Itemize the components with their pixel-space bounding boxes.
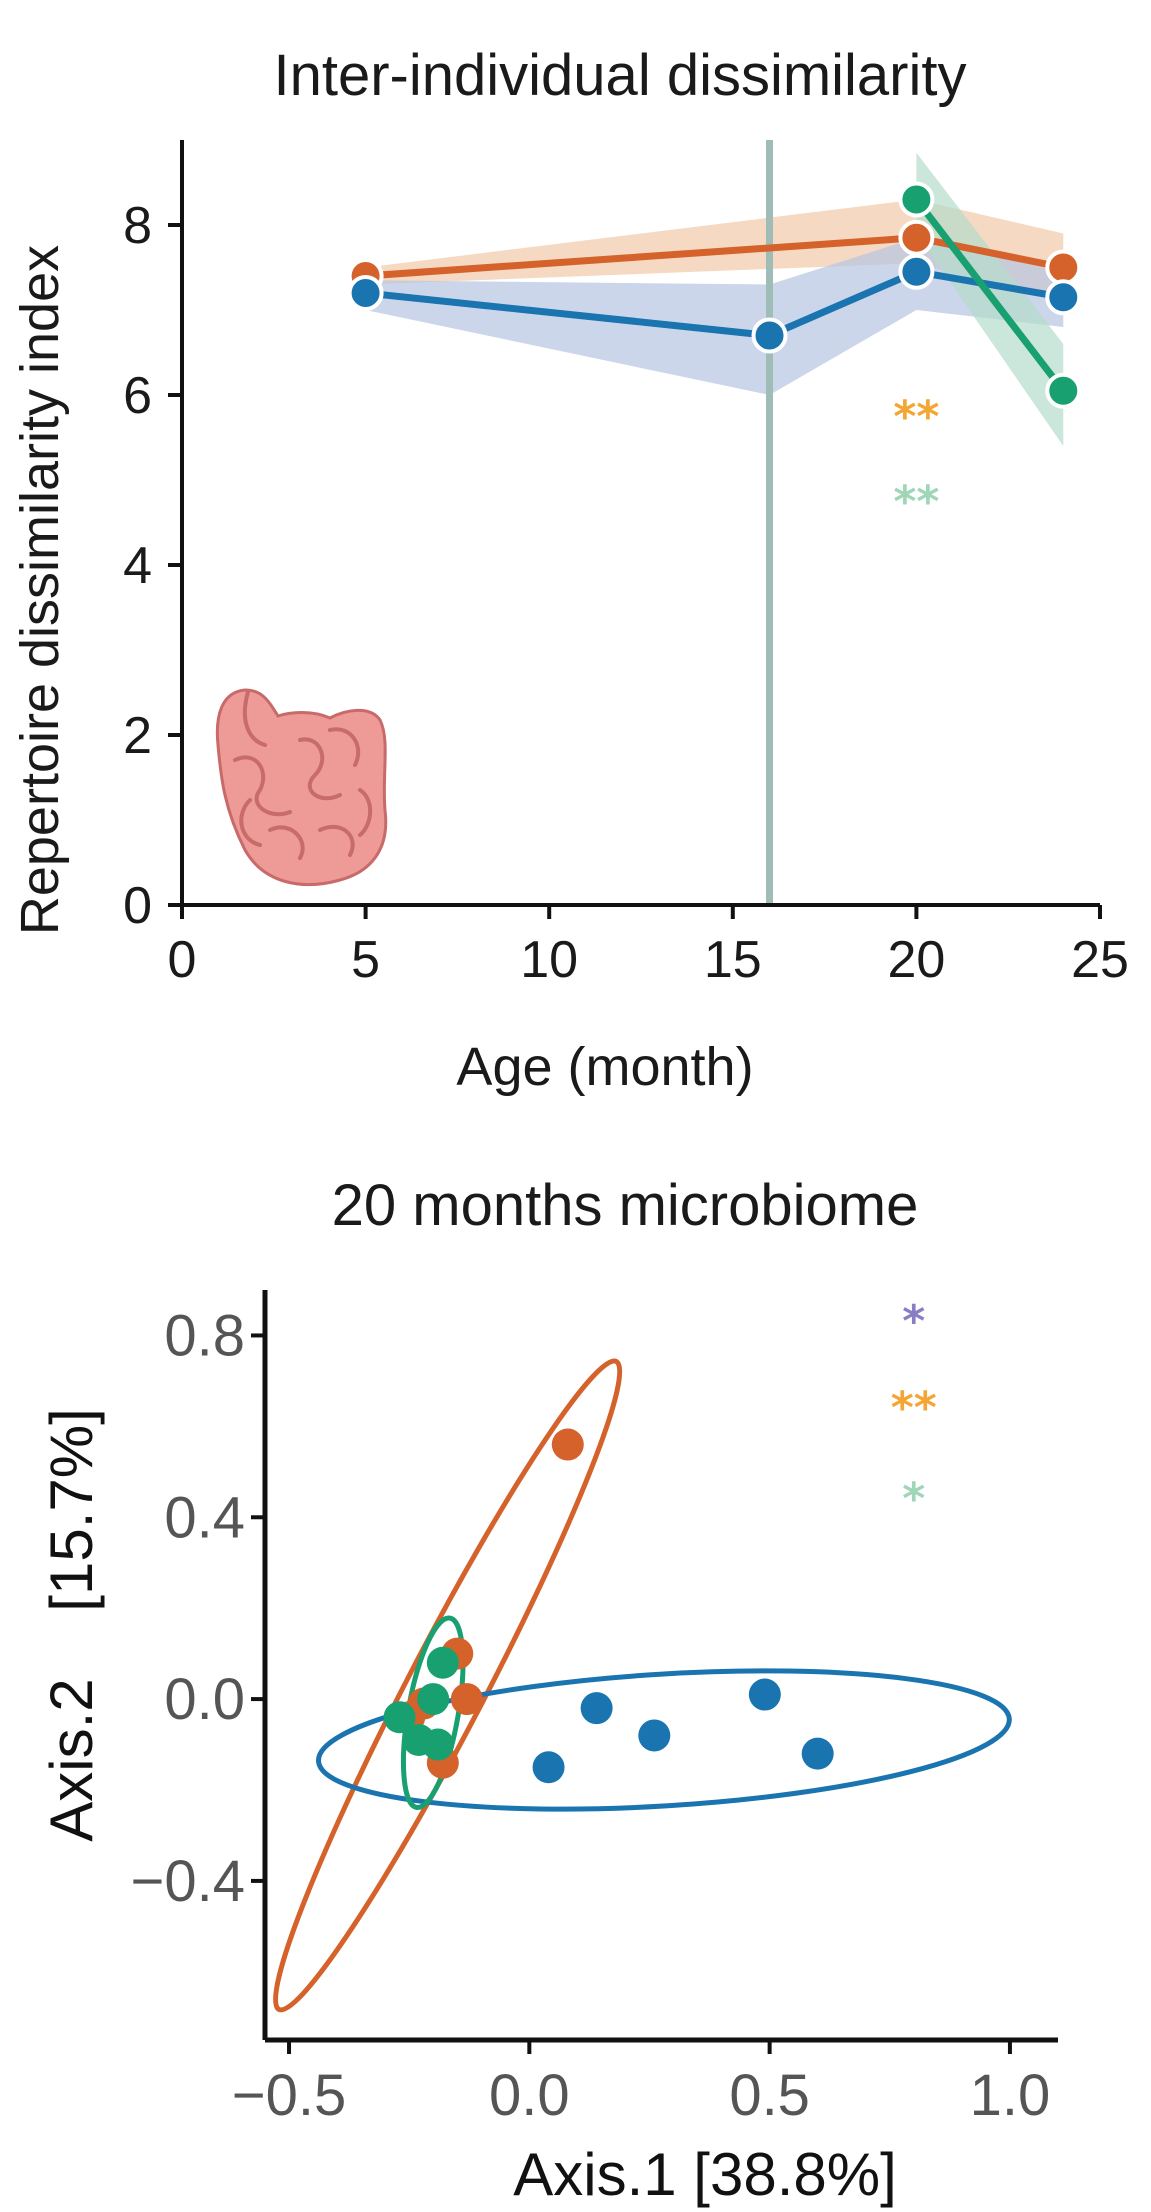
green-sample-point — [426, 1646, 459, 1679]
x-axis-label: Age (month) — [456, 1037, 753, 1097]
blue-data-point — [347, 275, 384, 311]
green-sample-point — [383, 1701, 416, 1734]
y-tick-label: 6 — [123, 367, 152, 425]
intestine-icon — [215, 688, 388, 887]
significance-stars: ** — [893, 392, 939, 443]
blue-sample-point — [638, 1719, 671, 1752]
y-tick-label: −0.4 — [131, 1849, 246, 1914]
x-tick-label: 15 — [704, 931, 762, 989]
y-axis-label: Repertoire dissimilarity index — [10, 245, 70, 935]
green-sample-point — [417, 1683, 450, 1716]
blue-data-point — [751, 317, 788, 354]
blue-sample-point — [801, 1737, 834, 1770]
y-tick-label: 0.0 — [164, 1667, 245, 1732]
blue-sample-point — [748, 1678, 781, 1711]
y-axis-label: Axis.2 [15.7%] — [38, 1408, 105, 1842]
blue-confidence-band — [365, 237, 1064, 395]
significance-stars: ** — [893, 477, 939, 528]
green-series-line — [913, 197, 1067, 393]
orange-data-point — [1045, 249, 1082, 286]
x-tick-label: 25 — [1071, 931, 1129, 989]
chart-title: Inter-individual dissimilarity — [274, 43, 967, 108]
x-axis-label: Axis.1 [38.8%] — [513, 2141, 897, 2208]
blue-data-point — [1045, 279, 1082, 316]
y-tick-label: 2 — [123, 707, 152, 765]
y-tick-label: 8 — [123, 197, 152, 255]
significance-stars: * — [902, 1296, 925, 1347]
microbiome-pcoa-chart: 20 months microbiome −0.5 0.0 0.5 1.0 −0.4 0… — [38, 1173, 1058, 2208]
blue-sample-point — [532, 1751, 565, 1784]
blue-sample-point — [580, 1692, 613, 1725]
y-tick-label: 0.4 — [164, 1485, 245, 1550]
y-tick-label: 0 — [123, 877, 152, 935]
green-data-point — [1045, 372, 1082, 409]
blue-data-point — [898, 253, 935, 290]
y-tick-label: 4 — [123, 537, 152, 595]
dissimilarity-chart: Inter-individual dissimilarity 0 5 10 15 20 2… — [10, 43, 1129, 1097]
significance-stars: * — [902, 1473, 925, 1524]
green-data-point — [898, 181, 935, 218]
x-tick-label: 5 — [351, 931, 380, 989]
green-sample-point — [422, 1728, 455, 1761]
x-tick-label: 0.0 — [489, 2063, 570, 2128]
chart-title: 20 months microbiome — [332, 1173, 919, 1238]
orange-confidence-ellipse — [273, 1358, 623, 2013]
orange-sample-point — [551, 1428, 584, 1461]
orange-data-point — [898, 219, 935, 256]
blue-series-line — [365, 268, 1064, 340]
significance-stars: ** — [891, 1383, 937, 1434]
y-tick-label: 0.8 — [164, 1303, 245, 1368]
blue-confidence-ellipse — [315, 1668, 1012, 1812]
x-tick-label: 10 — [520, 931, 578, 989]
x-tick-label: −0.5 — [232, 2063, 347, 2128]
x-tick-label: 0.5 — [729, 2063, 810, 2128]
orange-sample-point — [450, 1683, 483, 1716]
x-tick-label: 0 — [168, 931, 197, 989]
x-tick-label: 1.0 — [970, 2063, 1051, 2128]
x-tick-label: 20 — [887, 931, 945, 989]
